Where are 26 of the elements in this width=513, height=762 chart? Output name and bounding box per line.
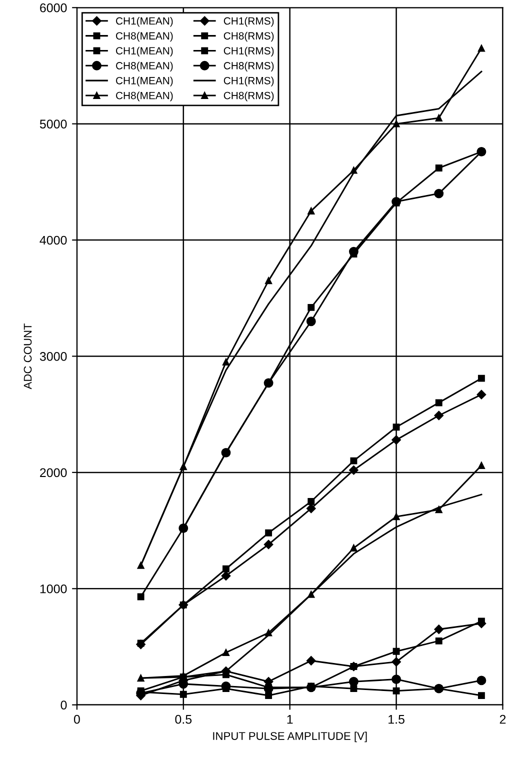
legend-label: CH1(RMS)	[224, 76, 274, 86]
x-axis-title: INPUT PULSE AMPLITUDE [V]	[213, 732, 367, 742]
legend-label: CH1(RMS)	[224, 46, 274, 57]
y-tick-label: 4000	[40, 236, 67, 245]
x-tick-label: 0	[74, 714, 80, 724]
y-tick-label: 6000	[40, 3, 67, 12]
legend-label: CH1(MEAN)	[116, 16, 173, 27]
legend-label: CH1(MEAN)	[116, 46, 173, 57]
legend-label: CH8(RMS)	[224, 32, 274, 42]
legend-label: CH8(MEAN)	[116, 32, 173, 42]
y-tick-label: 1000	[40, 584, 67, 594]
legend-label: CH8(RMS)	[224, 62, 274, 72]
x-tick-label: 0.5	[175, 714, 192, 724]
y-tick-label: 3000	[40, 352, 67, 361]
x-tick-label: 2	[500, 714, 506, 724]
legend-label: CH8(MEAN)	[116, 92, 173, 102]
legend-label: CH8(RMS)	[224, 92, 274, 102]
y-tick-label: 5000	[40, 120, 67, 128]
x-tick-label: 1.5	[388, 715, 404, 724]
legend-label: CH8(MEAN)	[116, 62, 173, 72]
legend-label: CH1(RMS)	[224, 16, 274, 27]
legend-label: CH1(MEAN)	[116, 76, 173, 86]
y-tick-label: 2000	[40, 468, 67, 478]
y-tick-label: 0	[60, 700, 67, 710]
y-axis-title: ADC COUNT	[24, 323, 32, 390]
x-tick-label: 1	[287, 715, 293, 724]
